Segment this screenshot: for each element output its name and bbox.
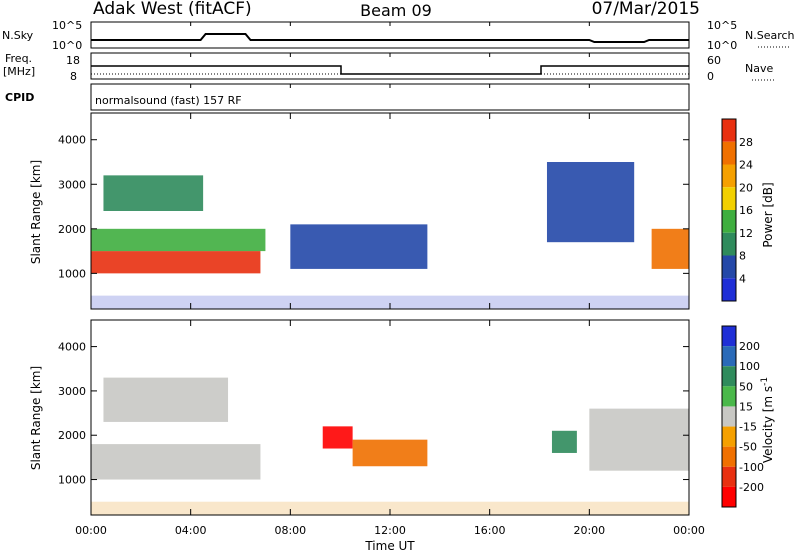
echo-region [91, 228, 266, 252]
nsky-label: N.Sky [2, 29, 34, 42]
y-tick-label: 4000 [58, 134, 86, 147]
colorbar-swatch [722, 187, 736, 210]
velocity-yticks: 1000 2000 3000 4000 [58, 341, 689, 487]
y-tick-label: 1000 [58, 474, 86, 487]
nsearch-tick-bottom: 10^0 [707, 39, 737, 52]
y-tick-label: 2000 [58, 429, 86, 442]
x-tick-label: 00:00 [75, 524, 107, 537]
nave-label: Nave [745, 62, 773, 75]
colorbar-tick-label: 28 [739, 136, 753, 149]
cpid-label: CPID [5, 91, 34, 104]
echo-region [651, 228, 689, 269]
colorbar-swatch [722, 141, 736, 165]
date-title: 07/Mar/2015 [592, 0, 700, 19]
colorbar-frame [721, 325, 737, 508]
colorbar-swatch [722, 210, 736, 233]
velocity-heatmap-marks [91, 377, 689, 515]
colorbar-swatch [722, 486, 736, 507]
station-title: Adak West (fitACF) [93, 0, 252, 19]
colorbar-swatch [722, 466, 736, 487]
colorbar-swatch [722, 326, 736, 347]
colorbar-tick-label: -50 [739, 441, 757, 454]
freq-trace [91, 65, 689, 75]
nsky-tick-bottom: 10^0 [52, 39, 82, 52]
velocity-ylabel: Slant Range [km] [29, 366, 43, 470]
x-tick-label: 12:00 [374, 524, 406, 537]
colorbar-swatch [722, 232, 736, 256]
x-tick-label: 00:00 [673, 524, 705, 537]
beam-title: Beam 09 [360, 1, 432, 20]
colorbar-tick-label: 15 [739, 400, 753, 413]
colorbar-tick-label: 8 [739, 250, 746, 263]
colorbar-swatch [722, 346, 736, 367]
echo-region [91, 251, 261, 274]
nsky-tick-top: 10^5 [52, 19, 82, 32]
power-colorbar-label: Power [dB] [761, 182, 775, 247]
echo-region [103, 377, 229, 422]
echo-region [91, 444, 261, 480]
near-range-band [91, 295, 689, 309]
colorbar-tick-label: 16 [739, 204, 753, 217]
freq-tick-top: 18 [66, 54, 80, 67]
freq-label-line1: Freq. [5, 52, 32, 65]
colorbar-tick-label: 24 [739, 159, 753, 172]
y-tick-label: 3000 [58, 178, 86, 191]
time-axis-label: Time UT [364, 539, 415, 553]
near-range-band [91, 501, 689, 515]
echo-region [322, 426, 353, 449]
power-heatmap-marks [91, 162, 689, 309]
nsearch-tick-top: 10^5 [707, 19, 737, 32]
time-xticks: 00:00 04:00 08:00 12:00 16:00 20:00 00:00 [75, 22, 705, 537]
colorbar-swatch [722, 164, 736, 188]
y-tick-label: 1000 [58, 267, 86, 280]
x-tick-label: 16:00 [474, 524, 506, 537]
colorbar-tick-label: -100 [739, 461, 764, 474]
colorbar-tick-label: -200 [739, 481, 764, 494]
nave-tick-top: 60 [707, 54, 721, 67]
colorbar-tick-label: 100 [739, 360, 760, 373]
cpid-text: normalsound (fast) 157 RF [95, 94, 242, 107]
freq-tick-bottom: 8 [70, 70, 77, 83]
colorbar-swatch [722, 386, 736, 407]
x-tick-label: 08:00 [274, 524, 306, 537]
y-tick-label: 4000 [58, 341, 86, 354]
y-tick-label: 3000 [58, 385, 86, 398]
colorbar-tick-label: 200 [739, 340, 760, 353]
colorbar-swatch [722, 255, 736, 279]
colorbar-frame [721, 118, 737, 302]
nsky-trace [91, 33, 689, 43]
power-colorbar: 4 8 12 16 20 24 28 [721, 118, 753, 302]
colorbar-tick-label: -15 [739, 421, 757, 434]
echo-region [352, 439, 428, 467]
power-yticks: 1000 2000 3000 4000 [58, 134, 689, 280]
freq-label-line2: [MHz] [3, 65, 35, 78]
colorbar-swatch [722, 426, 736, 447]
colorbar-tick-label: 12 [739, 227, 753, 240]
colorbar-tick-label: 50 [739, 380, 753, 393]
colorbar-swatch [722, 366, 736, 387]
colorbar-tick-label: 20 [739, 181, 753, 194]
x-tick-label: 20:00 [573, 524, 605, 537]
velocity-colorbar-label: Velocity [m s-1 [760, 377, 775, 463]
colorbar-swatch [722, 406, 736, 427]
echo-region [546, 162, 635, 243]
nave-tick-bottom: 0 [707, 70, 714, 83]
colorbar-swatch [722, 119, 736, 142]
nsearch-label: N.Search [745, 29, 795, 42]
y-tick-label: 2000 [58, 223, 86, 236]
x-tick-label: 04:00 [175, 524, 207, 537]
power-ylabel: Slant Range [km] [29, 160, 43, 264]
echo-region [103, 175, 204, 211]
colorbar-tick-label: 4 [739, 272, 746, 285]
velocity-colorbar: 200 100 50 15 -15 -50 -100 -200 [721, 325, 764, 508]
echo-region [551, 430, 577, 453]
colorbar-swatch [722, 278, 736, 301]
echo-region [589, 408, 689, 471]
echo-region [290, 224, 428, 269]
colorbar-swatch [722, 446, 736, 467]
